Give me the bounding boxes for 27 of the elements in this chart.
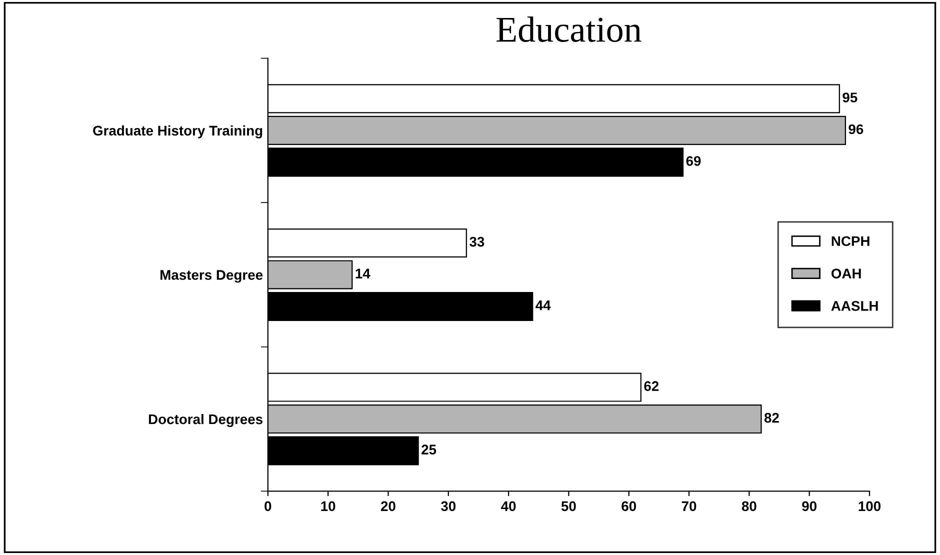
data-label: 69 — [686, 156, 701, 166]
y-tick-label: Doctoral Degrees — [148, 414, 262, 427]
x-tick-label: 50 — [561, 501, 576, 512]
data-label: 82 — [764, 412, 779, 423]
data-label: 62 — [644, 381, 659, 392]
x-tick-label: 60 — [622, 501, 636, 512]
legend-label: OAH — [831, 268, 861, 278]
y-tick-label: Masters Degree — [160, 270, 263, 283]
legend-label: NCPH — [832, 236, 870, 246]
data-label: 95 — [842, 92, 858, 102]
data-label: 96 — [848, 124, 864, 134]
data-label: 44 — [536, 300, 551, 310]
legend-label: AASLH — [831, 301, 878, 311]
x-tick-label: 20 — [380, 501, 396, 512]
x-tick-label: 10 — [321, 501, 336, 512]
x-tick-label: 0 — [264, 501, 272, 512]
x-tick-label: 70 — [682, 501, 696, 512]
chart-title: Education — [496, 16, 642, 42]
x-tick-label: 80 — [742, 501, 756, 512]
x-tick-label: 90 — [802, 501, 816, 512]
x-tick-label: 40 — [501, 501, 516, 512]
data-label: 33 — [470, 236, 484, 247]
x-tick-label: 30 — [440, 501, 456, 512]
x-tick-label: 100 — [858, 501, 881, 512]
data-label: 14 — [356, 268, 370, 278]
y-tick-label: Graduate History Training — [93, 125, 262, 138]
data-label: 25 — [422, 444, 436, 454]
